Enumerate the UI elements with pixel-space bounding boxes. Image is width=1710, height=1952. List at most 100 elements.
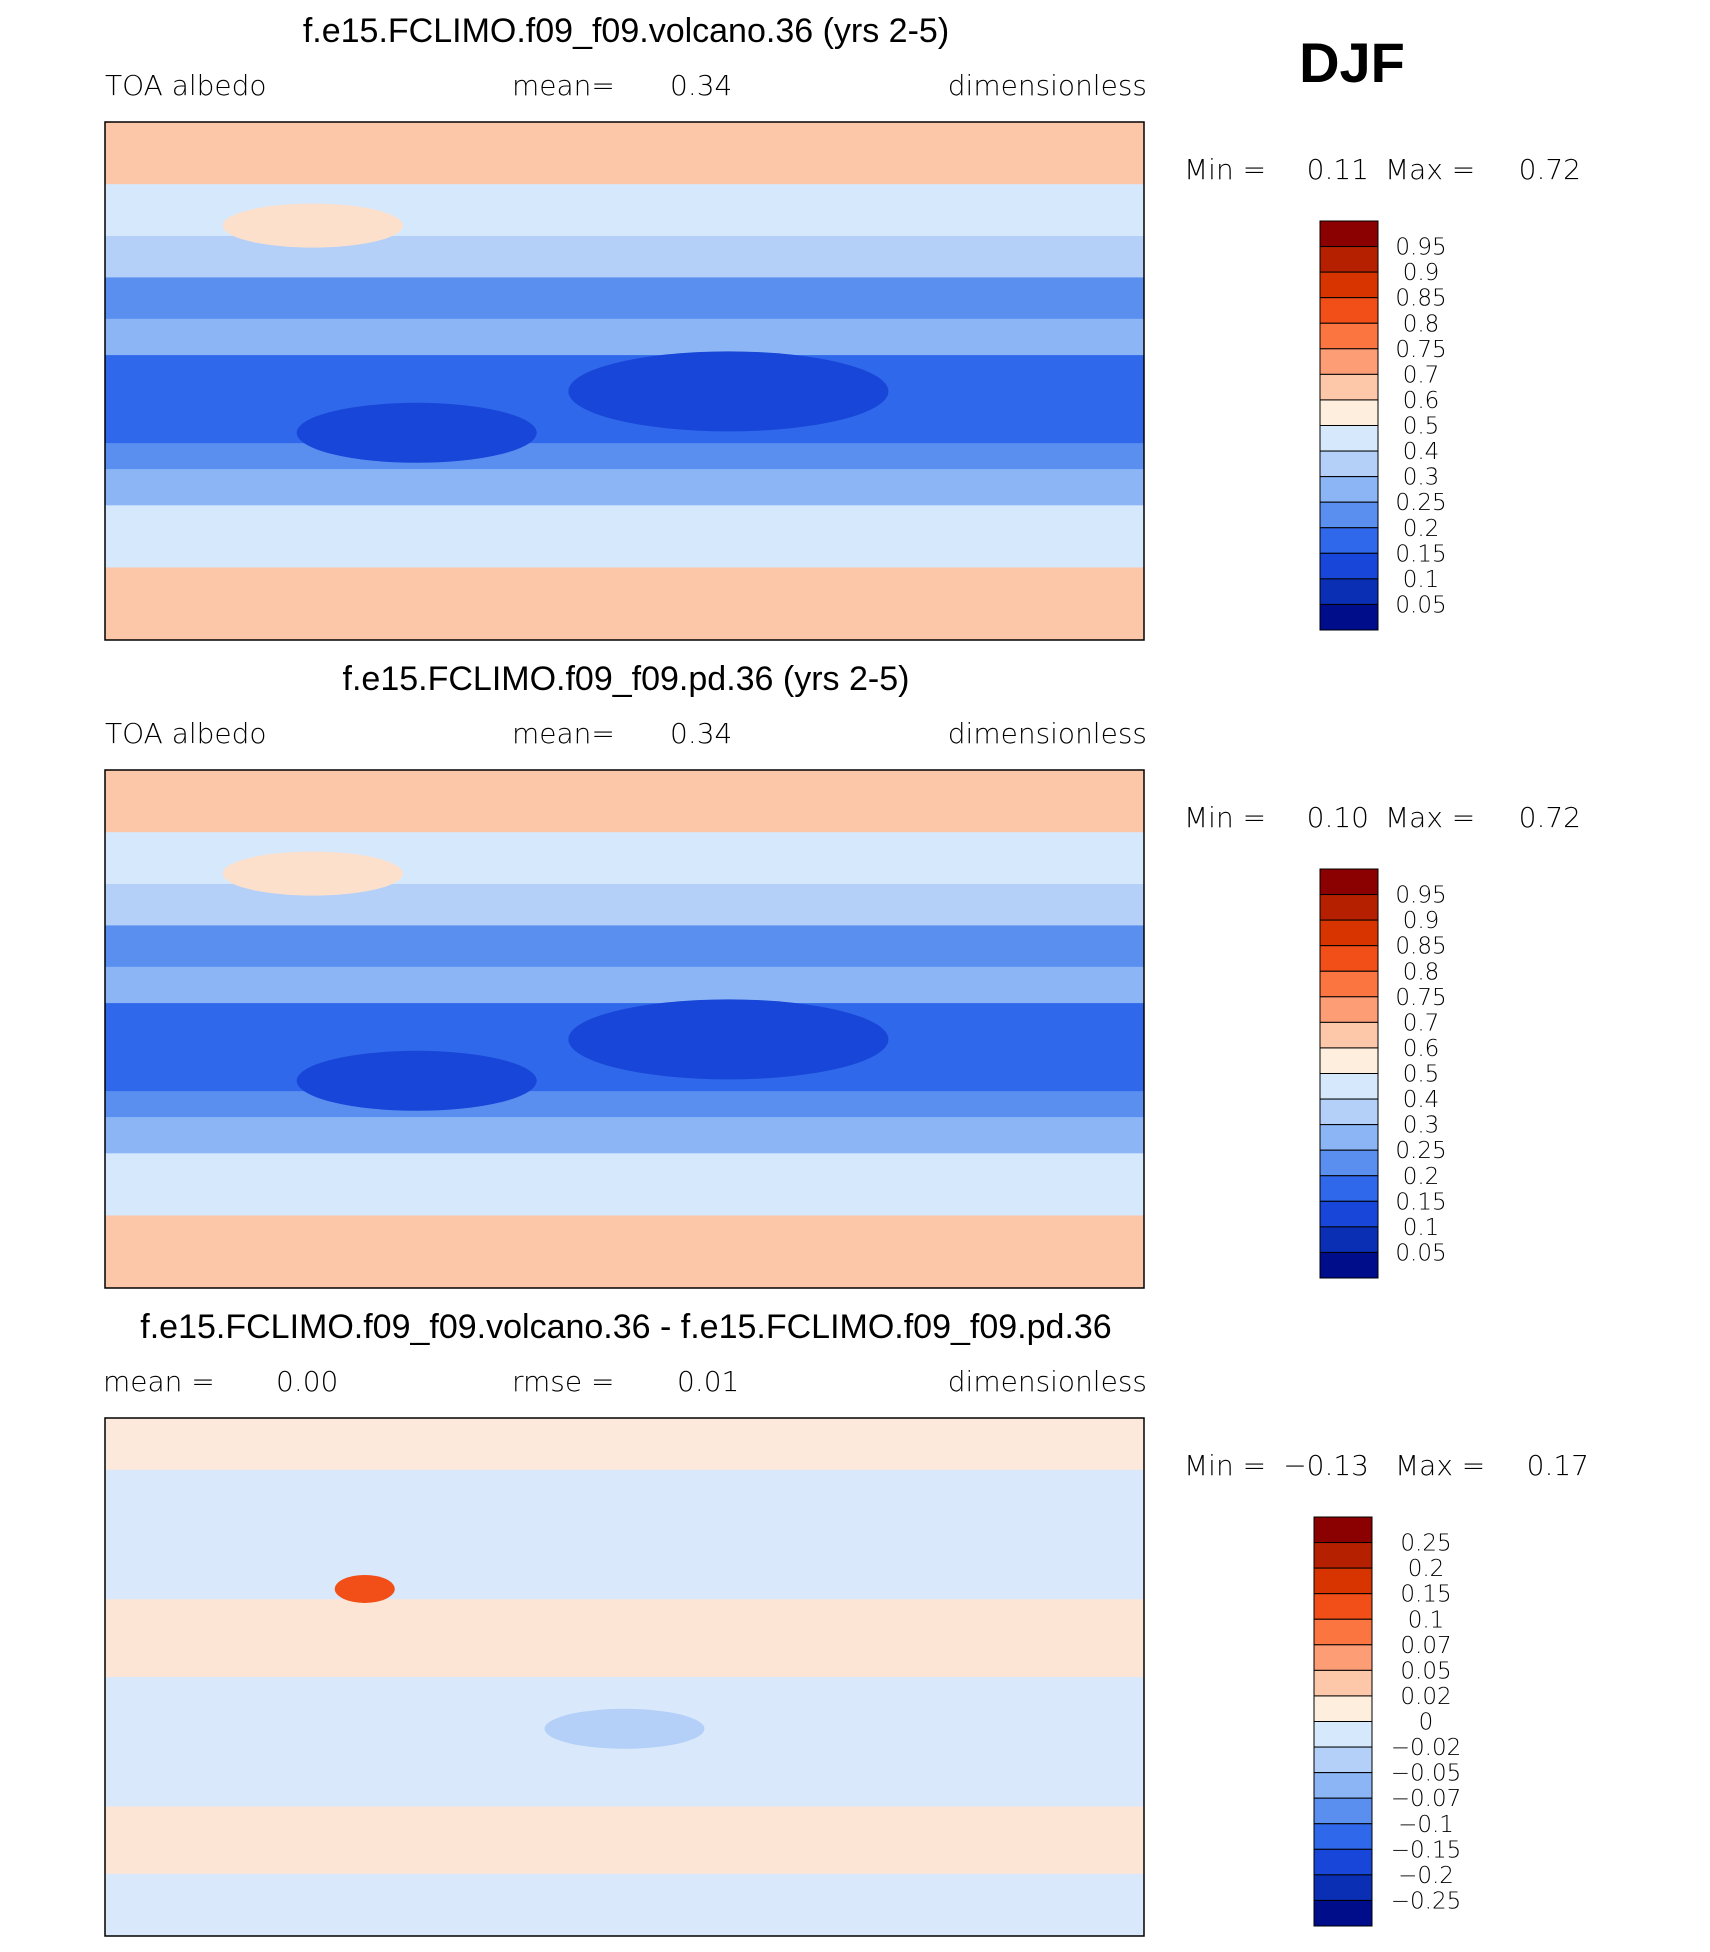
min-value: 0.11	[1307, 153, 1369, 186]
colorbar-label: 0.02	[1400, 1684, 1451, 1710]
season-label: DJF	[1299, 31, 1405, 94]
colorbar-label: −0.02	[1391, 1735, 1461, 1761]
colorbar-box	[1313, 1772, 1373, 1799]
max-label: Max =	[1385, 801, 1475, 834]
colorbar-box	[1313, 1797, 1373, 1825]
max-label: Max =	[1385, 153, 1475, 186]
map-band	[105, 1469, 1144, 1600]
units: dimensionless	[948, 69, 1147, 102]
colorbar-box	[1313, 1848, 1373, 1876]
colorbar-box	[1319, 1226, 1379, 1253]
colorbar-label: 0.05	[1400, 1658, 1451, 1684]
stat-value: 0.34	[670, 69, 732, 102]
colorbar-box	[1319, 945, 1379, 972]
colorbar-box	[1313, 1721, 1373, 1748]
colorbar-label: 0.15	[1395, 541, 1446, 567]
map-band	[105, 1599, 1144, 1678]
colorbar-box	[1319, 1149, 1379, 1177]
colorbar-box	[1319, 868, 1379, 896]
stat-label: rmse =	[512, 1365, 614, 1398]
colorbar-label: −0.05	[1391, 1761, 1461, 1787]
colorbar-label: 0.85	[1395, 286, 1446, 312]
colorbar-box	[1319, 1175, 1379, 1202]
colorbar-label: −0.15	[1391, 1837, 1461, 1863]
colorbar-box	[1313, 1874, 1373, 1901]
map-band	[105, 1091, 1144, 1118]
map-band	[105, 122, 1144, 185]
colorbar-label: 0.4	[1403, 1087, 1440, 1113]
map-band	[105, 1215, 1144, 1289]
map-frame	[104, 769, 1145, 1289]
colorbar-box	[1313, 1746, 1373, 1774]
colorbar-box	[1319, 271, 1379, 299]
min-label: Min =	[1184, 1449, 1266, 1482]
colorbar-box	[1319, 552, 1379, 580]
stat-value: 0.34	[670, 717, 732, 750]
stat-label: mean=	[512, 717, 615, 750]
colorbar-label: 0.6	[1403, 1036, 1440, 1062]
colorbar-box	[1319, 297, 1379, 324]
colorbar-box	[1319, 450, 1379, 478]
colorbar-label: 0.75	[1395, 337, 1446, 363]
stat-label: mean =	[103, 1365, 215, 1398]
map-band	[105, 770, 1144, 833]
colorbar-box	[1319, 578, 1379, 605]
colorbar-label: 0.95	[1395, 235, 1446, 261]
colorbar-box	[1319, 1200, 1379, 1228]
map-region	[222, 851, 403, 896]
colorbar-label: 0.2	[1403, 516, 1440, 542]
colorbar-label: 0.1	[1403, 1215, 1440, 1241]
field-name: TOA albedo	[105, 717, 267, 750]
colorbar-label: 0.25	[1395, 1138, 1446, 1164]
map-band	[105, 966, 1144, 1004]
min-label: Min =	[1184, 153, 1266, 186]
colorbar-box	[1313, 1644, 1373, 1671]
colorbar-box	[1313, 1593, 1373, 1620]
colorbar-box	[1319, 501, 1379, 529]
colorbar-label: 0.6	[1403, 388, 1440, 414]
map-band	[105, 277, 1144, 320]
colorbar-label: 0.05	[1395, 1240, 1446, 1266]
map-frame	[104, 1417, 1145, 1937]
map-band	[105, 443, 1144, 470]
colorbar-box	[1319, 348, 1379, 375]
max-value: 0.72	[1519, 153, 1581, 186]
max-label: Max =	[1395, 1449, 1485, 1482]
map-band	[105, 1873, 1144, 1937]
colorbar-label: −0.07	[1391, 1786, 1461, 1812]
colorbar-label: 0.7	[1403, 362, 1440, 388]
map-region	[222, 203, 403, 248]
colorbar-label: 0.5	[1403, 414, 1440, 440]
stat-value: 0.01	[677, 1365, 739, 1398]
colorbar-label: 0.9	[1403, 260, 1440, 286]
map	[104, 1417, 1145, 1937]
colorbar-box	[1319, 476, 1379, 503]
map	[104, 769, 1145, 1289]
colorbar-label: 0.15	[1395, 1189, 1446, 1215]
colorbar-label: 0.25	[1395, 490, 1446, 516]
colorbar-label: −0.25	[1391, 1888, 1461, 1914]
units: dimensionless	[948, 1365, 1147, 1398]
map-band	[105, 318, 1144, 356]
colorbar-box	[1319, 1251, 1379, 1279]
colorbar-box	[1319, 894, 1379, 921]
map-frame	[104, 121, 1145, 641]
colorbar-label: 0.2	[1403, 1164, 1440, 1190]
map-region	[296, 1050, 537, 1111]
colorbar-label: −0.2	[1398, 1863, 1454, 1889]
map-band	[105, 505, 1144, 568]
map-region	[568, 351, 889, 432]
colorbar-label: 0.8	[1403, 311, 1440, 337]
map-band	[105, 1418, 1144, 1471]
colorbar-box	[1319, 1124, 1379, 1151]
colorbar-box	[1319, 970, 1379, 998]
colorbar-label: 0.07	[1400, 1633, 1451, 1659]
map-region	[334, 1574, 395, 1603]
panel-title: f.e15.FCLIMO.f09_f09.volcano.36 - f.e15.…	[140, 1308, 1111, 1346]
colorbar-label: 0.9	[1403, 908, 1440, 934]
colorbar-box	[1319, 425, 1379, 452]
colorbar-box	[1313, 1823, 1373, 1850]
colorbar-label: 0.1	[1403, 567, 1440, 593]
colorbar-label: 0.1	[1408, 1607, 1445, 1633]
